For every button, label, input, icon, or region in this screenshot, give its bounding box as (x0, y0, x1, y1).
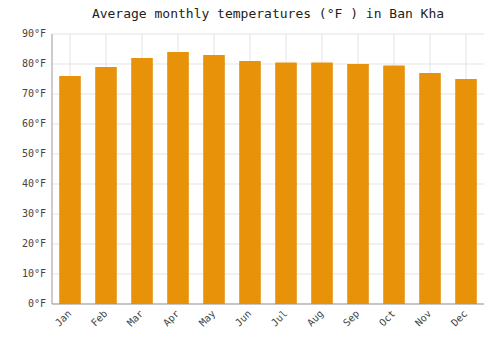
bar (167, 52, 189, 304)
bar (131, 58, 153, 304)
y-tick-label: 10°F (22, 268, 46, 279)
x-axis: Jan Feb Mar Apr May Jun Jul Aug Sep Oct Nov Dec (53, 308, 470, 329)
x-axis-line (52, 304, 484, 305)
y-tick-label: 60°F (22, 118, 46, 129)
y-grid-line (52, 34, 484, 35)
x-tick-label: Mar (125, 308, 146, 329)
bar (455, 79, 477, 304)
y-tick-label: 40°F (22, 178, 46, 189)
bars (59, 52, 477, 304)
bar (95, 67, 117, 304)
chart: 0°F 10°F 20°F 30°F 40°F 50°F 60°F 70°F 80°F 90°F J… (0, 0, 500, 350)
bar (59, 76, 81, 304)
bar (239, 61, 261, 304)
bar (347, 64, 369, 304)
x-tick-label: Oct (377, 308, 398, 329)
x-tick-label: Apr (161, 308, 182, 329)
x-tick-label: May (197, 308, 218, 329)
x-tick-label: Aug (305, 308, 326, 329)
bar (275, 63, 297, 305)
y-tick-label: 50°F (22, 148, 46, 159)
chart-container: 0°F 10°F 20°F 30°F 40°F 50°F 60°F 70°F 80°F 90°F J… (0, 0, 500, 350)
bar (311, 63, 333, 305)
x-tick-label: Nov (413, 308, 434, 329)
x-tick-label: Sep (341, 308, 362, 329)
y-grid-line (52, 304, 484, 305)
y-tick-label: 70°F (22, 88, 46, 99)
bar (419, 73, 441, 304)
x-tick-label: Dec (449, 308, 470, 329)
title: Average monthly temperatures (°F ) in Ba… (92, 6, 444, 21)
y-tick-label: 30°F (22, 208, 46, 219)
y-grid-line (52, 64, 484, 65)
y-axis: 0°F 10°F 20°F 30°F 40°F 50°F 60°F 70°F 80°F 90°F (22, 28, 46, 309)
y-axis-line (52, 34, 53, 304)
y-tick-label: 0°F (28, 298, 46, 309)
y-tick-label: 80°F (22, 58, 46, 69)
bar (383, 66, 405, 305)
x-tick-label: Jun (233, 308, 254, 329)
x-tick-label: Jul (269, 308, 290, 329)
bar (203, 55, 225, 304)
y-tick-label: 20°F (22, 238, 46, 249)
x-tick-label: Feb (89, 308, 110, 329)
y-tick-label: 90°F (22, 28, 46, 39)
grid (52, 34, 484, 304)
x-tick-label: Jan (53, 308, 74, 329)
